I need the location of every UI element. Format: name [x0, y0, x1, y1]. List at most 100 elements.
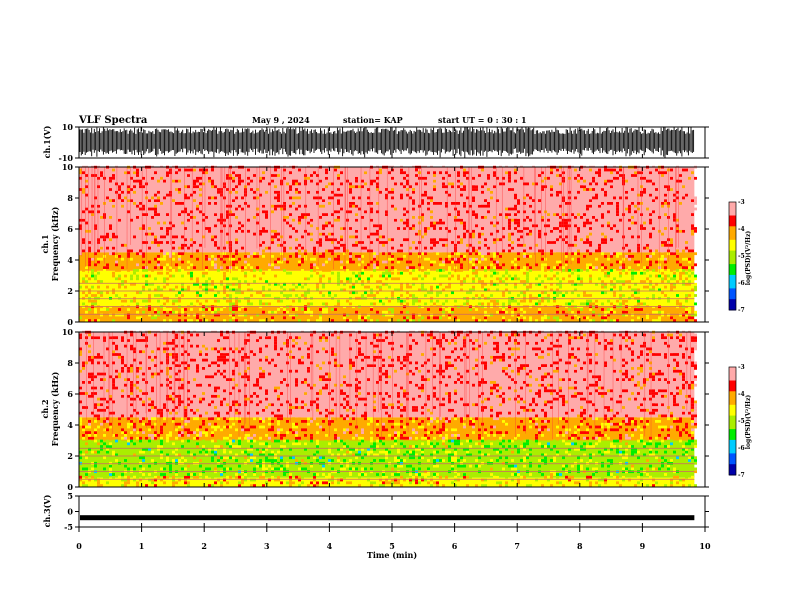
spectrogram-cell	[595, 218, 598, 222]
spectrogram-cell	[406, 190, 409, 194]
spectrogram-cell	[478, 299, 481, 303]
spectrogram-cell	[265, 280, 268, 283]
spectrogram-cell	[376, 266, 379, 269]
spectrogram-cell	[541, 269, 544, 272]
spectrogram-cell	[235, 252, 238, 256]
spectrogram-cell	[595, 257, 598, 261]
spectrogram-cell	[343, 193, 346, 197]
spectrogram-cell	[265, 243, 268, 247]
spectrogram-cell	[208, 229, 211, 233]
spectrogram-cell	[634, 271, 637, 275]
spectrogram-cell	[367, 168, 370, 172]
spectrogram-cell	[400, 216, 403, 219]
spectrogram-cell	[643, 210, 646, 214]
spectrogram-cell	[646, 285, 649, 289]
spectrogram-cell	[508, 188, 511, 191]
spectrogram-cell	[442, 296, 445, 300]
spectrogram-cell	[619, 280, 622, 283]
spectrogram-cell	[505, 310, 508, 314]
spectrogram-cell	[136, 296, 139, 300]
spectrogram-cell	[232, 171, 235, 175]
spectrogram-cell	[310, 216, 313, 219]
spectrogram-cell	[649, 255, 652, 258]
spectrogram-cell	[319, 280, 322, 283]
spectrogram-cell	[148, 266, 151, 269]
spectrogram-cell	[136, 204, 139, 208]
spectrogram-cell	[502, 296, 505, 300]
spectrogram-cell	[121, 227, 124, 230]
spectrogram-cell	[400, 288, 403, 292]
spectrogram-cell	[142, 171, 145, 175]
spectrogram-cell	[121, 296, 124, 300]
spectrogram-cell	[475, 257, 478, 261]
spectrogram-cell	[604, 299, 607, 303]
spectrogram-cell	[118, 190, 121, 194]
spectrogram-cell	[493, 182, 496, 186]
ch1-spectrogram-image	[79, 165, 697, 322]
spectrogram-cell	[232, 238, 235, 242]
spectrogram-cell	[586, 218, 589, 222]
spectrogram-cell	[607, 210, 610, 214]
spectrogram-cell	[664, 229, 667, 233]
spectrogram-cell	[163, 249, 166, 253]
spectrogram-cell	[601, 285, 604, 289]
spectrogram-cell	[508, 207, 511, 211]
spectrogram-cell	[652, 299, 655, 303]
spectrogram-cell	[499, 299, 502, 303]
spectrogram-cell	[490, 224, 493, 228]
spectrogram-cell	[184, 213, 187, 216]
spectrogram-cell	[238, 291, 241, 295]
spectrogram-cell	[196, 316, 199, 320]
spectrogram-cell	[292, 196, 295, 200]
spectrogram-cell	[604, 308, 607, 311]
spectrogram-cell	[361, 238, 364, 242]
spectrogram-cell	[289, 224, 292, 228]
spectrogram-cell	[256, 294, 259, 297]
spectrogram-cell	[271, 168, 274, 172]
spectrogram-cell	[541, 316, 544, 320]
spectrogram-cell	[610, 227, 613, 230]
spectrogram-cell	[460, 199, 463, 202]
spectrogram-cell	[574, 176, 577, 180]
spectrogram-cell	[217, 193, 220, 197]
spectrogram-cell	[610, 282, 613, 286]
spectrogram-cell	[247, 204, 250, 208]
spectrogram-cell	[601, 204, 604, 208]
spectrogram-cell	[634, 171, 637, 175]
spectrogram-cell	[373, 196, 376, 200]
spectrogram-cell	[580, 199, 583, 202]
spectrogram-cell	[334, 288, 337, 292]
spectrogram-cell	[475, 291, 478, 295]
spectrogram-cell	[310, 313, 313, 317]
spectrogram-cell	[106, 246, 109, 250]
spectrogram-cell	[652, 193, 655, 197]
spectrogram-cell	[241, 288, 244, 292]
spectrogram-cell	[490, 221, 493, 225]
spectrogram-cell	[496, 196, 499, 200]
spectrogram-cell	[109, 179, 112, 183]
spectrogram-cell	[184, 243, 187, 247]
spectrogram-cell	[157, 285, 160, 289]
spectrogram-cell	[448, 193, 451, 197]
spectrogram-cell	[415, 235, 418, 239]
spectrogram-cell	[472, 255, 475, 258]
spectrogram-cell	[595, 196, 598, 200]
spectrogram-cell	[589, 182, 592, 186]
spectrogram-cell	[160, 294, 163, 297]
spectrogram-cell	[163, 285, 166, 289]
spectrogram-cell	[382, 213, 385, 216]
spectrogram-cell	[424, 246, 427, 250]
spectrogram-cell	[163, 229, 166, 233]
spectrogram-cell	[406, 196, 409, 200]
spectrogram-cell	[91, 199, 94, 202]
spectrogram-cell	[481, 190, 484, 194]
spectrogram-cell	[391, 285, 394, 289]
spectrogram-cell	[157, 193, 160, 197]
spectrogram-cell	[286, 190, 289, 194]
spectrogram-cell	[166, 277, 169, 281]
spectrogram-cell	[343, 288, 346, 292]
spectrogram-cell	[385, 299, 388, 303]
spectrogram-cell	[256, 243, 259, 247]
spectrogram-cell	[262, 229, 265, 233]
spectrogram-cell	[238, 202, 241, 205]
